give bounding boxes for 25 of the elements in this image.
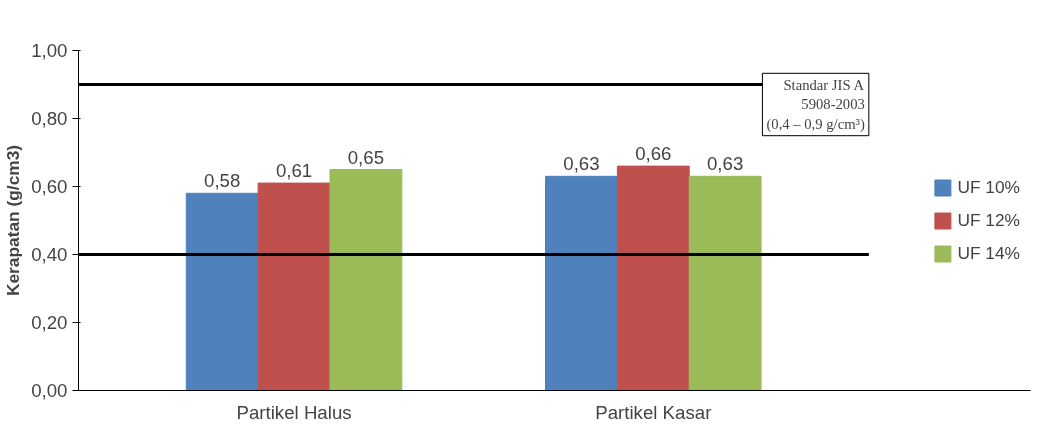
bar — [545, 175, 618, 391]
bar — [185, 192, 259, 391]
y-tick-label: 0,00 — [31, 380, 68, 401]
data-label: 0,63 — [563, 153, 600, 175]
data-label: 0,58 — [204, 170, 241, 192]
legend-label: UF 10% — [957, 176, 1020, 198]
data-label: 0,66 — [635, 143, 672, 165]
x-tick-label: Partikel Halus — [236, 401, 352, 423]
x-tick-label: Partikel Kasar — [595, 401, 712, 423]
y-tick-label: 0,40 — [31, 244, 68, 265]
bar — [257, 182, 331, 391]
y-tick-label: 0,80 — [31, 108, 68, 129]
bar — [688, 175, 762, 391]
data-label: 0,61 — [275, 160, 313, 182]
y-tick-label: 0,20 — [31, 312, 68, 333]
bar — [616, 165, 690, 391]
y-axis-title: Kerapatan (g/cm3) — [3, 144, 24, 297]
y-tick-label: 1,00 — [31, 40, 68, 61]
y-tick-label: 0,60 — [31, 176, 68, 197]
ref-line-label: Standar JIS A 5908-2003 (0,4 – 0,9 g/cm³) — [766, 77, 865, 133]
legend-label: UF 14% — [957, 242, 1020, 264]
data-label: 0,63 — [706, 153, 744, 175]
bar — [329, 169, 403, 391]
legend-label: UF 12% — [957, 209, 1020, 231]
data-label: 0,65 — [347, 146, 385, 168]
